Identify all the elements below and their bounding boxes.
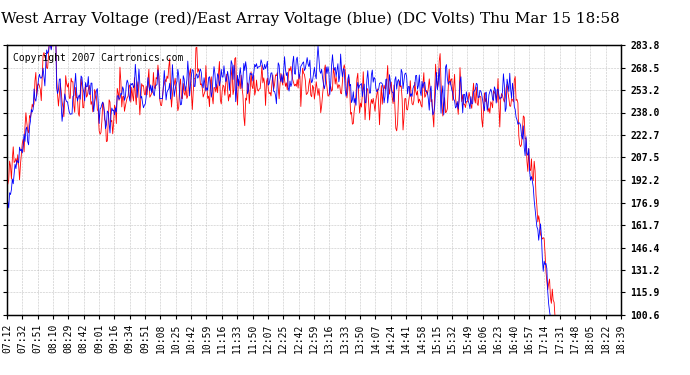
Text: West Array Voltage (red)/East Array Voltage (blue) (DC Volts) Thu Mar 15 18:58: West Array Voltage (red)/East Array Volt… bbox=[1, 11, 620, 26]
Text: Copyright 2007 Cartronics.com: Copyright 2007 Cartronics.com bbox=[13, 53, 184, 63]
